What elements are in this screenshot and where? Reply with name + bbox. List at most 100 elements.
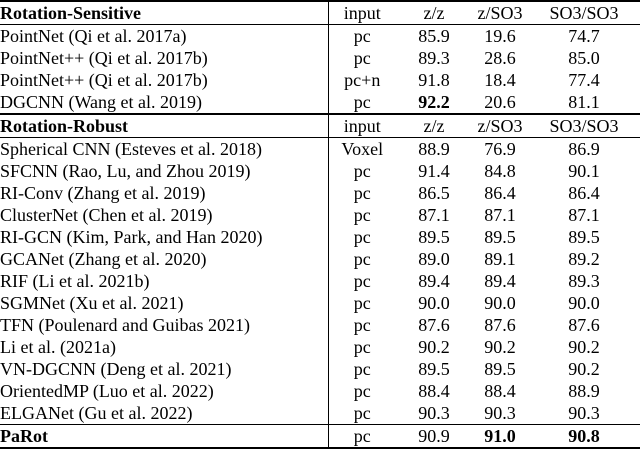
cell-method: ELGANet (Gu et al. 2022) xyxy=(0,402,329,425)
cell-method: PaRot xyxy=(0,424,329,448)
cell-method: ClusterNet (Chen et al. 2019) xyxy=(0,204,329,226)
cell-method: SGMNet (Xu et al. 2021) xyxy=(0,292,329,314)
final-result-row: PaRot pc 90.9 91.0 90.8 xyxy=(0,424,640,448)
cell-method: TFN (Poulenard and Guibas 2021) xyxy=(0,314,329,336)
cell-z-z: 90.3 xyxy=(418,403,450,423)
results-table: Rotation-Sensitive input z/z z/SO3 SO3/SO3 Po… xyxy=(0,0,640,449)
cell-method: DGCNN (Wang et al. 2019) xyxy=(0,91,329,114)
table-row: PointNet (Qi et al. 2017a) pc 85.9 19.6 74.7 xyxy=(0,24,640,47)
cell-z-z: 88.4 xyxy=(418,381,450,401)
table-row: ClusterNet (Chen et al. 2019) pc 87.1 87.1 8… xyxy=(0,204,640,226)
cell-input: Voxel xyxy=(341,139,384,159)
cell-z-z: 91.4 xyxy=(418,161,450,181)
cell-method: RI-Conv (Zhang et al. 2019) xyxy=(0,182,329,204)
cell-z-so3: 89.5 xyxy=(484,227,516,247)
cell-input: pc xyxy=(353,359,371,379)
table-row: OrientedMP (Luo et al. 2022) pc 88.4 88.4 88… xyxy=(0,380,640,402)
cell-z-so3: z/SO3 xyxy=(472,1,528,25)
cell-z-z: z/z xyxy=(396,1,472,25)
cell-method: RIF (Li et al. 2021b) xyxy=(0,270,329,292)
table-row: Spherical CNN (Esteves et al. 2018) Voxel… xyxy=(0,137,640,160)
cell-z-z: 91.8 xyxy=(418,70,450,90)
cell-z-so3: 89.1 xyxy=(484,249,516,269)
cell-input: pc xyxy=(353,337,371,357)
cell-so3-so3: 87.1 xyxy=(568,205,600,225)
cell-z-z: 89.4 xyxy=(418,271,450,291)
cell-so3-so3: 87.6 xyxy=(568,315,600,335)
table-row: Li et al. (2021a) pc 90.2 90.2 90.2 xyxy=(0,336,640,358)
cell-so3-so3: 90.8 xyxy=(528,424,640,448)
table-row: RIF (Li et al. 2021b) pc 89.4 89.4 89.3 xyxy=(0,270,640,292)
cell-so3-so3: 86.9 xyxy=(568,139,600,159)
cell-input: pc xyxy=(353,227,371,247)
cell-z-so3: 87.6 xyxy=(484,315,516,335)
cell-so3-so3: 77.4 xyxy=(568,70,600,90)
table-row: SFCNN (Rao, Lu, and Zhou 2019) pc 91.4 84.8… xyxy=(0,160,640,182)
cell-input: pc xyxy=(353,205,371,225)
cell-input: input xyxy=(328,113,396,138)
cell-input: pc xyxy=(353,403,371,423)
section-header-row: Rotation-Sensitive input z/z z/SO3 SO3/SO3 xyxy=(0,1,640,25)
cell-z-so3: 89.4 xyxy=(484,271,516,291)
cell-z-so3: 19.6 xyxy=(484,26,516,46)
cell-so3-so3: SO3/SO3 xyxy=(528,1,640,25)
cell-method: PointNet++ (Qi et al. 2017b) xyxy=(0,69,329,91)
cell-method: Rotation-Sensitive xyxy=(0,1,329,25)
cell-z-z: 87.6 xyxy=(418,315,450,335)
cell-method: GCANet (Zhang et al. 2020) xyxy=(0,248,329,270)
cell-z-so3: 84.8 xyxy=(484,161,516,181)
cell-z-so3: 89.5 xyxy=(484,359,516,379)
cell-z-so3: 76.9 xyxy=(484,139,516,159)
cell-so3-so3: 88.9 xyxy=(568,381,600,401)
cell-z-z: 90.0 xyxy=(418,293,450,313)
cell-z-z: 92.2 xyxy=(418,92,450,112)
cell-so3-so3: 74.7 xyxy=(568,26,600,46)
cell-input: pc xyxy=(353,26,371,46)
cell-input: pc xyxy=(353,161,371,181)
cell-z-so3: 87.1 xyxy=(484,205,516,225)
cell-so3-so3: 85.0 xyxy=(568,48,600,68)
cell-so3-so3: 90.3 xyxy=(568,403,600,423)
cell-z-z: 89.3 xyxy=(418,48,450,68)
cell-z-z: 85.9 xyxy=(418,26,450,46)
cell-z-so3: 18.4 xyxy=(484,70,516,90)
table-row: TFN (Poulenard and Guibas 2021) pc 87.6 87.… xyxy=(0,314,640,336)
results-table-body: Rotation-Sensitive input z/z z/SO3 SO3/SO3 Po… xyxy=(0,1,640,448)
cell-z-z: 89.0 xyxy=(418,249,450,269)
table-row: DGCNN (Wang et al. 2019) pc 92.2 20.6 81.1 xyxy=(0,91,640,114)
cell-z-so3: 90.2 xyxy=(484,337,516,357)
cell-method: PointNet++ (Qi et al. 2017b) xyxy=(0,47,329,69)
cell-z-z: 90.2 xyxy=(418,337,450,357)
cell-input: pc xyxy=(353,249,371,269)
cell-z-z: 89.5 xyxy=(418,227,450,247)
table-row: SGMNet (Xu et al. 2021) pc 90.0 90.0 90.0 xyxy=(0,292,640,314)
cell-input: pc xyxy=(328,424,396,448)
cell-z-so3: 28.6 xyxy=(484,48,516,68)
cell-input: pc xyxy=(353,183,371,203)
cell-input: pc xyxy=(353,271,371,291)
cell-so3-so3: SO3/SO3 xyxy=(528,113,640,138)
cell-so3-so3: 89.5 xyxy=(568,227,600,247)
cell-so3-so3: 90.0 xyxy=(568,293,600,313)
cell-z-so3: 90.3 xyxy=(484,403,516,423)
cell-z-so3: 91.0 xyxy=(472,424,528,448)
cell-input: pc xyxy=(353,381,371,401)
cell-method: Spherical CNN (Esteves et al. 2018) xyxy=(0,137,329,160)
cell-so3-so3: 81.1 xyxy=(568,92,600,112)
cell-z-so3: 90.0 xyxy=(484,293,516,313)
cell-so3-so3: 89.3 xyxy=(568,271,600,291)
table-row: VN-DGCNN (Deng et al. 2021) pc 89.5 89.5 90.… xyxy=(0,358,640,380)
cell-input: pc xyxy=(353,315,371,335)
table-row: RI-GCN (Kim, Park, and Han 2020) pc 89.5 89… xyxy=(0,226,640,248)
cell-input: pc xyxy=(353,92,371,112)
cell-z-so3: 88.4 xyxy=(484,381,516,401)
cell-so3-so3: 89.2 xyxy=(568,249,600,269)
cell-z-z: 87.1 xyxy=(418,205,450,225)
cell-z-z: 88.9 xyxy=(418,139,450,159)
cell-method: SFCNN (Rao, Lu, and Zhou 2019) xyxy=(0,160,329,182)
section-header-row: Rotation-Robust input z/z z/SO3 SO3/SO3 xyxy=(0,113,640,138)
cell-z-z: 86.5 xyxy=(418,183,450,203)
table-row: PointNet++ (Qi et al. 2017b) pc 89.3 28.6 85… xyxy=(0,47,640,69)
cell-so3-so3: 90.2 xyxy=(568,359,600,379)
table-row: PointNet++ (Qi et al. 2017b) pc+n 91.8 18.4… xyxy=(0,69,640,91)
